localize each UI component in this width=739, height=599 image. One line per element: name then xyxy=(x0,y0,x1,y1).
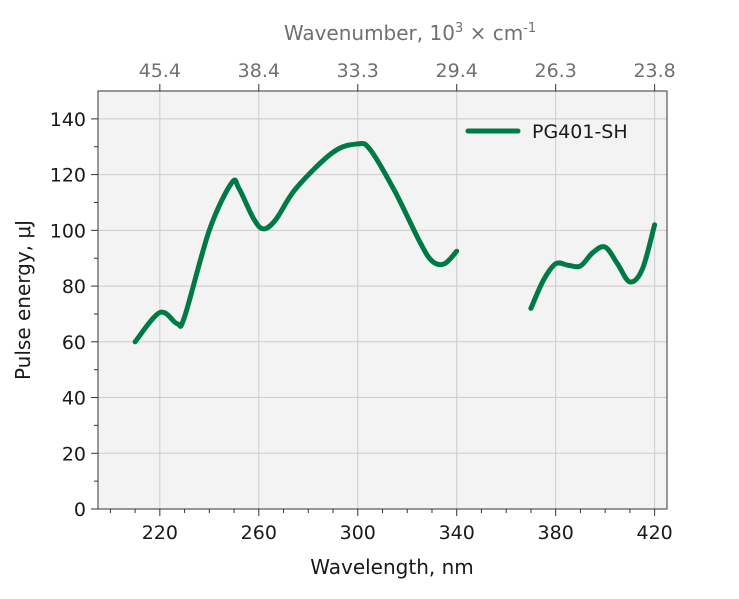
top-tick-label: 45.4 xyxy=(139,60,181,82)
y-tick-label: 100 xyxy=(50,220,86,242)
x-tick-label: 380 xyxy=(538,522,574,544)
y-tick-label: 80 xyxy=(62,276,86,298)
y-tick-label: 140 xyxy=(50,109,86,131)
top-tick-label: 38.4 xyxy=(238,60,280,82)
x-axis-title: Wavelength, nm xyxy=(310,555,474,579)
top-tick-label: 29.4 xyxy=(436,60,478,82)
x-tick-label: 220 xyxy=(142,522,178,544)
series-layer xyxy=(132,140,658,345)
x-tick-label: 420 xyxy=(636,522,672,544)
x-tick-label: 260 xyxy=(241,522,277,544)
series-line xyxy=(528,222,658,311)
top-axis-title-main: Wavenumber, 10 xyxy=(284,21,455,45)
top-axis-title-sup1: 3 xyxy=(455,21,463,36)
top-axis-title-mid: × cm xyxy=(463,21,523,45)
top-axis-title-sup2: -1 xyxy=(523,21,536,36)
y-axis-title: Pulse energy, μJ xyxy=(11,220,35,380)
y-tick-label: 40 xyxy=(62,388,86,410)
top-tick-label: 23.8 xyxy=(633,60,675,82)
y-tick-label: 120 xyxy=(50,165,86,187)
top-axis-title: Wavenumber, 103 × cm-1 xyxy=(284,21,536,45)
legend-label: PG401-SH xyxy=(532,121,628,143)
y-tick-label: 20 xyxy=(62,443,86,465)
top-tick-label: 33.3 xyxy=(337,60,379,82)
axes: 220 260 300 340 380 420 0 20 40 60 80 100 120 140 45.4… xyxy=(50,60,676,544)
y-tick-label: 60 xyxy=(62,332,86,354)
x-tick-label: 340 xyxy=(439,522,475,544)
legend: PG401-SH xyxy=(465,121,628,143)
y-tick-label: 0 xyxy=(74,499,86,521)
x-tick-label: 300 xyxy=(340,522,376,544)
series-line xyxy=(132,140,460,345)
top-tick-label: 26.3 xyxy=(535,60,577,82)
plot-area xyxy=(98,91,667,509)
